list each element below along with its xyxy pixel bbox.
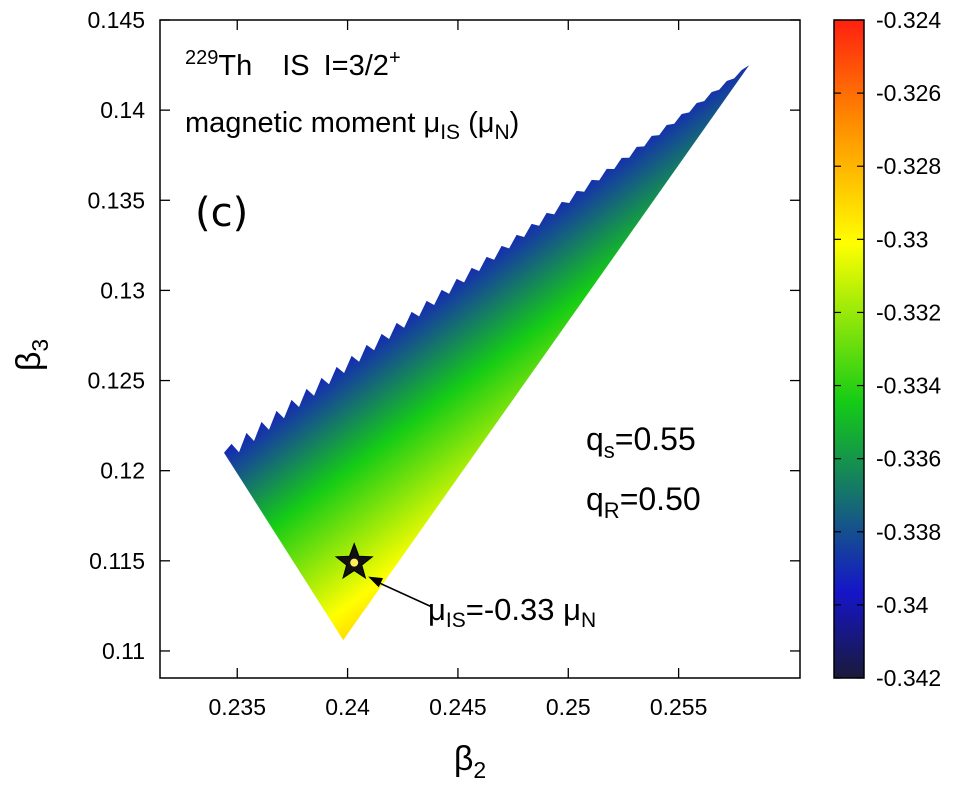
colorbar-tick-label: -0.342 [876,665,941,691]
colorbar-tick-label: -0.338 [876,519,941,545]
x-ticks: 0.235 0.24 0.245 0.25 0.255 [208,20,707,720]
y-axis-label: β3 [10,339,53,371]
heatmap-region-group [224,65,750,641]
y-ticks: 0.11 0.115 0.12 0.125 0.13 0.135 0.14 0.145 [87,7,800,664]
annotation-arrow [373,579,433,608]
x-axis-label: β2 [454,740,486,783]
colorbar-tick-label: -0.334 [876,373,941,399]
y-tick-label: 0.14 [100,97,145,123]
x-tick-label: 0.235 [208,694,266,720]
param-qs: qs=0.55 [586,421,696,463]
annotation-arrowhead [368,576,383,588]
param-qr: qR=0.50 [586,481,701,523]
plot-frame [159,19,801,679]
colorbar-tick-label: -0.34 [876,592,929,618]
chart-title-line1: 229Th IS I=3/2+ [185,47,401,82]
star-marker-center [350,558,359,567]
heatmap-region [224,65,750,641]
colorbar [833,19,865,679]
colorbar-tick-label: -0.332 [876,299,941,325]
chart-title-line2: magnetic moment μIS (μN) [185,107,519,144]
x-tick-label: 0.245 [429,694,487,720]
x-tick-label: 0.255 [650,694,708,720]
marker-annotation: μIS=-0.33 μN [428,592,596,632]
y-tick-label: 0.11 [102,638,145,664]
colorbar-tick-label: -0.33 [876,226,928,252]
x-tick-label: 0.24 [325,694,370,720]
colorbar-tick-label: -0.324 [876,7,941,33]
y-tick-label: 0.125 [87,368,145,394]
y-tick-label: 0.13 [100,277,145,303]
y-tick-label: 0.135 [87,187,145,213]
colorbar-tick-label: -0.336 [876,446,941,472]
panel-label: (c) [195,190,248,236]
colorbar-ticks: -0.324 -0.326 -0.328 -0.33 -0.332 -0.334 -0.33… [834,7,941,691]
colorbar-tick-label: -0.328 [876,153,941,179]
y-tick-label: 0.12 [100,458,145,484]
x-tick-label: 0.25 [546,694,591,720]
y-tick-label: 0.145 [87,7,145,33]
y-tick-label: 0.115 [89,548,145,574]
colorbar-tick-label: -0.326 [876,80,941,106]
